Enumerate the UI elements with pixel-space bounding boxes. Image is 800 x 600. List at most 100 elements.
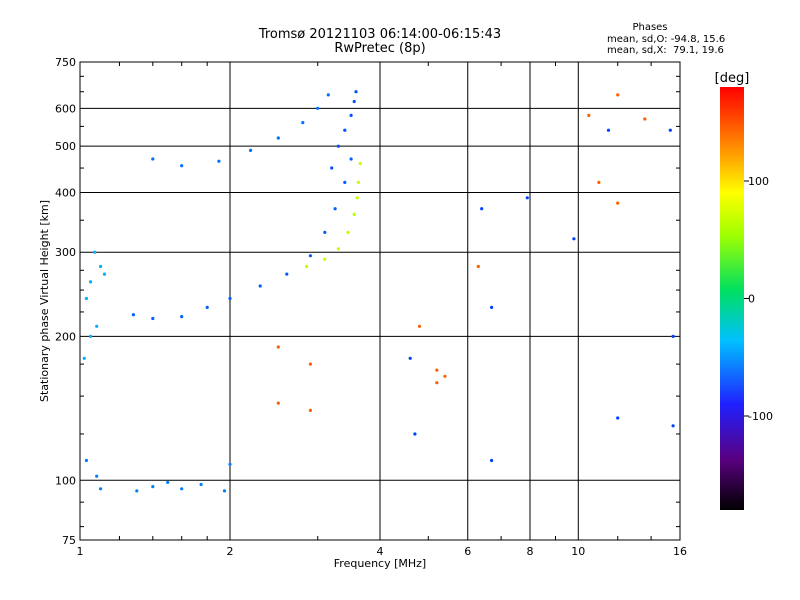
y-tick-label: 75 (62, 534, 76, 547)
data-point (352, 99, 356, 104)
data-point (587, 113, 591, 117)
colorbar (720, 87, 744, 510)
data-point (89, 334, 93, 338)
data-point (301, 121, 305, 125)
y-tick-label: 300 (55, 246, 76, 259)
x-tick-label: 6 (464, 545, 471, 558)
data-point (572, 237, 576, 241)
data-point (476, 264, 480, 269)
colorbar-label: [deg] (715, 71, 750, 86)
data-point (166, 480, 170, 484)
data-point (249, 148, 253, 152)
data-point (326, 93, 330, 97)
data-point (349, 113, 353, 117)
data-point (258, 284, 262, 288)
data-point (151, 157, 155, 161)
data-point (84, 458, 88, 463)
phase-stats-o: mean, sd,O: -94.8, 15.6 (607, 34, 726, 45)
x-tick-label: 10 (571, 545, 585, 558)
data-point (180, 315, 184, 319)
data-point (408, 356, 412, 360)
data-point (606, 128, 611, 132)
data-point (358, 161, 362, 166)
y-tick-label: 400 (55, 186, 76, 199)
y-tick-label: 200 (55, 330, 76, 343)
data-point (480, 207, 484, 211)
data-point (671, 424, 675, 428)
data-point (308, 254, 312, 258)
data-point (131, 313, 135, 317)
data-point (316, 106, 320, 110)
colorbar-tick-label: 0 (748, 293, 755, 306)
data-point (89, 280, 93, 284)
data-point (135, 489, 139, 493)
data-point (330, 166, 334, 170)
data-point (435, 368, 439, 372)
data-point (354, 90, 358, 94)
colorbar-tick-label: -100 (748, 410, 773, 423)
data-point (490, 458, 494, 463)
data-point (276, 401, 280, 405)
phase-stats-heading: Phases (632, 22, 668, 33)
data-point (93, 250, 97, 254)
y-tick-label: 100 (55, 474, 76, 487)
data-point (99, 487, 103, 491)
y-tick-label: 750 (55, 56, 76, 69)
data-point (346, 230, 350, 234)
data-point (616, 93, 620, 97)
data-point (95, 474, 99, 478)
x-tick-label: 4 (377, 545, 384, 558)
data-point (99, 264, 103, 269)
data-point (276, 345, 280, 349)
data-point (343, 180, 347, 184)
data-point (228, 462, 232, 466)
data-point (668, 128, 672, 132)
data-point (616, 416, 620, 420)
data-point (95, 324, 99, 328)
data-point (616, 201, 620, 205)
data-point (355, 196, 359, 200)
data-point (352, 212, 356, 216)
data-point (490, 305, 494, 309)
data-point (308, 362, 312, 366)
data-point (285, 272, 289, 276)
data-point (180, 487, 184, 491)
data-point (228, 296, 232, 301)
data-point (151, 316, 155, 321)
y-axis-label: Stationary phase Virtual Height [km] (38, 200, 51, 402)
data-point (151, 485, 155, 489)
data-point (222, 489, 227, 493)
x-tick-label: 1 (77, 545, 84, 558)
data-point (84, 296, 88, 301)
data-point (336, 247, 340, 251)
data-point (308, 408, 312, 412)
data-point (417, 324, 422, 328)
phase-stats-x: mean, sd,X: 79.1, 19.6 (607, 45, 724, 56)
x-tick-label: 16 (673, 545, 687, 558)
data-point (102, 272, 107, 276)
data-point (205, 305, 209, 309)
data-point (199, 482, 203, 487)
data-point (413, 432, 417, 436)
x-tick-label: 8 (527, 545, 534, 558)
x-axis-label: Frequency [MHz] (334, 557, 426, 570)
data-point (443, 374, 447, 378)
data-point (336, 144, 340, 148)
chart-title: Tromsø 20121103 06:14:00-06:15:43 (258, 27, 502, 42)
y-tick-label: 500 (55, 140, 76, 153)
data-point (356, 180, 360, 184)
data-point (276, 136, 280, 140)
chart-subtitle: RwPretec (8p) (334, 41, 426, 56)
data-point (333, 207, 337, 211)
data-point (643, 117, 647, 121)
plot-frame (79, 61, 681, 541)
data-point (597, 180, 601, 184)
colorbar-tick-label: 100 (748, 175, 769, 188)
data-point (180, 164, 184, 168)
data-point (217, 159, 221, 163)
data-point (323, 230, 327, 234)
data-point (305, 264, 309, 269)
data-point (435, 381, 439, 385)
x-tick-label: 2 (227, 545, 234, 558)
